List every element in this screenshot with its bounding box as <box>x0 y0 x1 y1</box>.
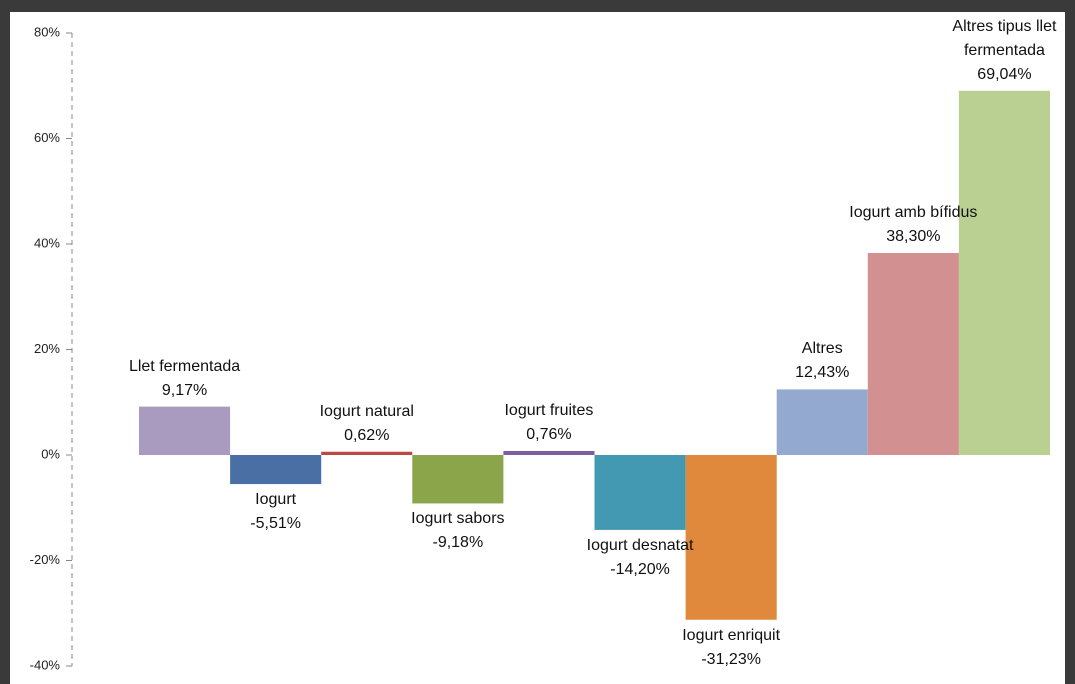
y-tick-label: 60% <box>34 130 60 145</box>
category-label: Iogurt fruites <box>504 402 594 419</box>
category-label: Iogurt natural <box>319 402 414 420</box>
data-label: Iogurt natural 0,62% <box>301 400 433 448</box>
category-label: Altres <box>801 340 843 358</box>
bar <box>867 252 959 455</box>
value-label: 0,62% <box>344 426 390 444</box>
data-label: Iogurt desnatat -14,20% <box>574 534 706 582</box>
value-label: 0,76% <box>526 426 572 443</box>
bar <box>139 406 231 455</box>
data-label: Iogurt enriquit -31,23% <box>665 624 797 672</box>
category-label: Iogurt amb bífidus <box>849 203 978 221</box>
data-label: Llet fermentada 9,17% <box>119 355 251 403</box>
bar <box>685 455 777 620</box>
bar <box>321 451 413 455</box>
bar <box>412 455 504 504</box>
y-tick-label: -20% <box>30 552 61 567</box>
value-label: 12,43% <box>795 364 850 382</box>
category-label: Iogurt desnatat <box>586 536 694 554</box>
value-label: -31,23% <box>701 650 761 668</box>
data-label: Altres 12,43% <box>756 337 888 385</box>
bar <box>594 455 686 530</box>
bar <box>958 90 1050 456</box>
category-label: Iogurt enriquit <box>682 626 781 644</box>
y-tick-label: -40% <box>30 657 61 672</box>
data-label: Iogurt amb bífidus 38,30% <box>847 201 979 249</box>
category-label: Iogurt <box>255 491 297 509</box>
bar <box>776 389 868 455</box>
value-label: -14,20% <box>610 560 670 578</box>
value-label: 38,30% <box>886 227 941 245</box>
category-label: Altres tipus llet fermentada <box>952 17 1057 59</box>
data-label: Iogurt sabors -9,18% <box>392 507 524 555</box>
value-label: -9,18% <box>432 534 484 552</box>
y-tick-label: 0% <box>41 446 60 461</box>
y-tick-label: 80% <box>34 24 60 39</box>
value-label: -5,51% <box>250 515 301 533</box>
y-tick-label: 20% <box>34 341 60 356</box>
data-label: Iogurt -5,51% <box>210 488 342 536</box>
value-label: 9,17% <box>161 381 208 399</box>
y-tick-label: 40% <box>34 235 60 250</box>
value-label: 69,04% <box>977 65 1032 83</box>
bar <box>230 455 322 485</box>
data-label: Altres tipus llet fermentada 69,04% <box>938 15 1070 87</box>
data-label: Iogurt fruites 0,76% <box>483 399 615 447</box>
bar <box>503 450 595 455</box>
category-label: Iogurt sabors <box>411 510 505 528</box>
category-label: Llet fermentada <box>128 357 241 375</box>
